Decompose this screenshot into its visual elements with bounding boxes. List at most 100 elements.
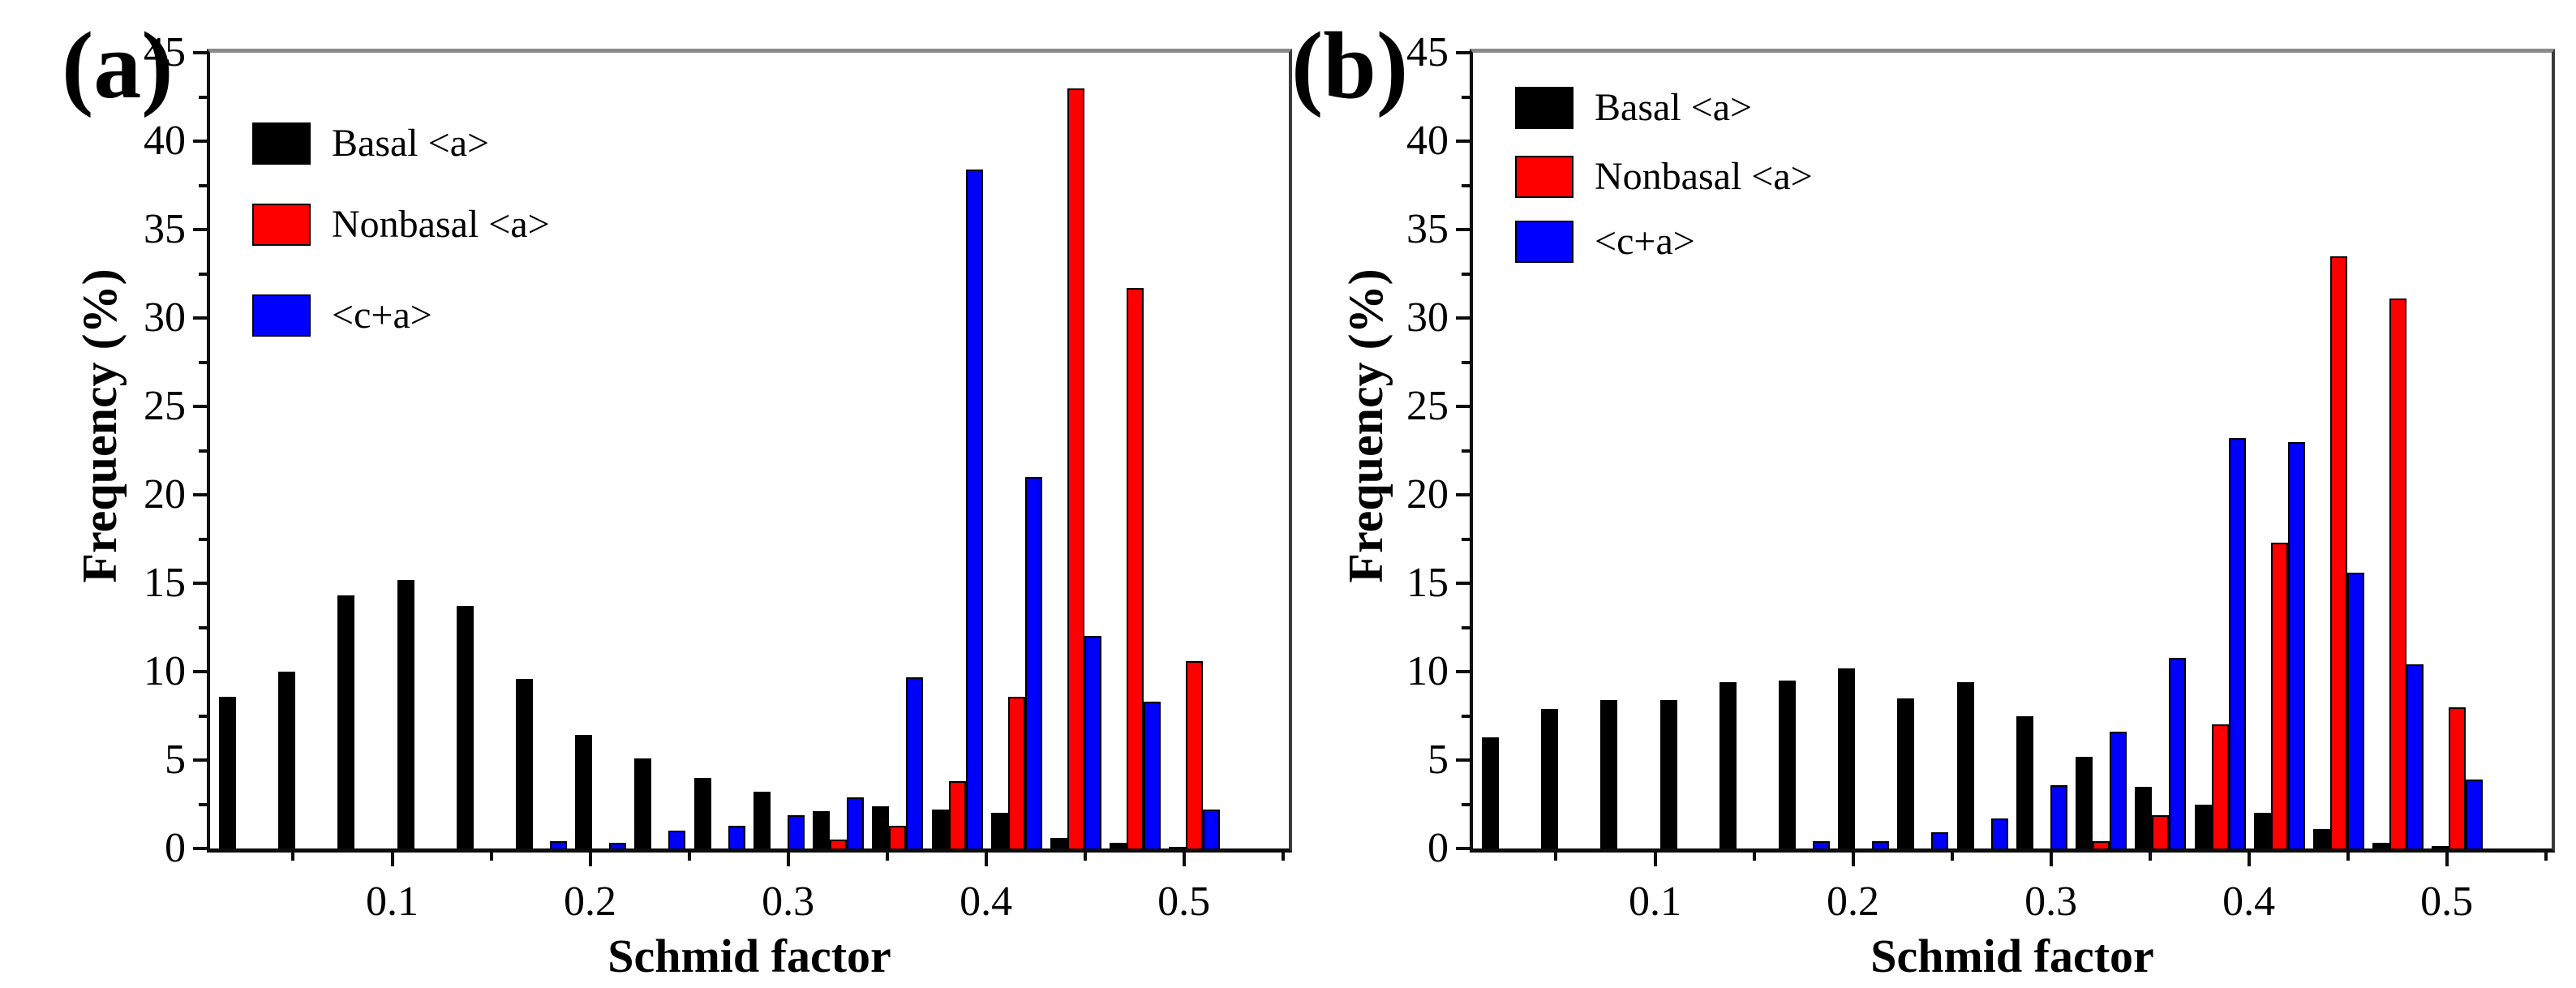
legend-item: Basal <a> [252, 122, 489, 165]
bar-basal-a- [1482, 737, 1499, 848]
bar-basal-a- [932, 810, 949, 848]
x-major-tick [1851, 853, 1855, 866]
bar-basal-a- [1050, 837, 1067, 848]
bar-nonbasal-a- [2389, 299, 2406, 848]
bar--c-a- [1144, 702, 1161, 848]
panel-a-plot-area: 0 5 10 15 20 25 30 35 40 45 0.1 0.2 0.3 0.4 0.5 Basal <… [144, 30, 1292, 924]
x-major-tick [390, 853, 394, 866]
panel-b-x-axis-title: Schmid factor [1870, 930, 2154, 982]
y-tick-label: 0 [1428, 825, 1449, 871]
bar-nonbasal-a- [2449, 707, 2466, 848]
y-tick-label: 25 [1406, 383, 1449, 429]
y-tick-label: 5 [1428, 737, 1449, 783]
y-minor-tick [199, 272, 207, 276]
bar--c-a- [1203, 810, 1220, 848]
y-tick-label: 10 [1406, 648, 1449, 694]
y-minor-tick [1462, 625, 1470, 629]
legend-swatch-basal [1515, 87, 1574, 129]
legend-swatch-nonbasal [252, 204, 311, 246]
legend-item: Nonbasal <a> [1515, 156, 1813, 198]
bar-basal-a- [1169, 846, 1186, 848]
y-minor-tick [1462, 272, 1470, 276]
bar--c-a- [2347, 572, 2364, 848]
y-minor-tick [199, 537, 207, 541]
y-minor-tick [1462, 714, 1470, 718]
x-minor-tick [1554, 853, 1558, 861]
bar--c-a- [1084, 636, 1101, 848]
bar-nonbasal-a- [949, 781, 966, 848]
x-major-tick [1653, 853, 1657, 866]
y-major-tick [193, 758, 207, 762]
bar-basal-a- [1660, 699, 1677, 848]
bar-basal-a- [813, 811, 830, 848]
legend-item: <c+a> [252, 294, 432, 337]
legend-label: Basal <a> [332, 122, 490, 165]
x-tick-label: 0.5 [1157, 878, 1211, 925]
bar-basal-a- [516, 678, 533, 848]
bar-basal-a- [2432, 845, 2449, 848]
bar-basal-a- [575, 735, 592, 848]
x-major-tick [1182, 853, 1186, 866]
y-major-tick [193, 51, 207, 54]
bar-basal-a- [1957, 682, 1974, 848]
y-tick-label: 0 [165, 825, 186, 871]
bar--c-a- [2288, 441, 2305, 848]
bar-nonbasal-a- [1186, 660, 1203, 848]
x-tick-label: 0.3 [2024, 878, 2078, 925]
bar-basal-a- [1838, 668, 1855, 848]
y-minor-tick [199, 802, 207, 806]
bar-nonbasal-a- [889, 825, 906, 848]
y-minor-tick [1462, 449, 1470, 453]
bar--c-a- [2110, 732, 2127, 848]
panel-a-label: (a) [62, 12, 174, 118]
bar-nonbasal-a- [2330, 256, 2347, 848]
y-minor-tick [1462, 360, 1470, 364]
bar--c-a- [2466, 779, 2483, 848]
y-tick-label: 35 [1406, 206, 1449, 252]
bar-basal-a- [991, 813, 1008, 848]
bar-basal-a- [2372, 843, 2389, 848]
x-minor-tick [1083, 853, 1087, 861]
y-tick-label: 20 [144, 471, 186, 518]
bar--c-a- [2229, 438, 2246, 848]
x-major-tick [588, 853, 592, 866]
bar--c-a- [1991, 818, 2008, 848]
bar-basal-a- [872, 805, 889, 848]
bar-basal-a- [2016, 715, 2033, 848]
legend-swatch-nonbasal [1515, 156, 1574, 198]
x-minor-tick [2544, 853, 2548, 861]
y-minor-tick [1462, 802, 1470, 806]
bar-basal-a- [457, 606, 474, 848]
y-major-tick [193, 140, 207, 143]
y-minor-tick [199, 714, 207, 718]
bar-nonbasal-a- [1067, 88, 1084, 848]
bar-nonbasal-a- [2093, 841, 2110, 848]
x-tick-label: 0.2 [1827, 878, 1880, 925]
bar--c-a- [550, 841, 567, 848]
bar-nonbasal-a- [2271, 542, 2288, 848]
panel-b-label: (b) [1291, 12, 1409, 118]
bar-basal-a- [219, 696, 236, 848]
bar--c-a- [966, 169, 983, 848]
y-major-tick [1456, 670, 1470, 673]
bar-basal-a- [634, 758, 651, 848]
legend-swatch-c-plus-a [252, 294, 311, 337]
x-tick-label: 0.4 [960, 878, 1013, 925]
y-minor-tick [1462, 183, 1470, 187]
bar-basal-a- [1110, 843, 1127, 848]
bar-basal-a- [2254, 813, 2271, 848]
bar--c-a- [2050, 784, 2067, 848]
y-major-tick [193, 582, 207, 585]
x-minor-tick [1950, 853, 1954, 861]
y-major-tick [1456, 405, 1470, 408]
y-tick-label: 40 [1406, 118, 1449, 164]
y-tick-label: 15 [1406, 560, 1449, 606]
legend-label: Nonbasal <a> [332, 203, 550, 246]
bar-nonbasal-a- [2212, 724, 2229, 848]
y-tick-label: 45 [144, 29, 186, 75]
bar-basal-a- [1779, 680, 1796, 848]
y-major-tick [1456, 493, 1470, 496]
x-major-tick [2049, 853, 2053, 866]
y-major-tick [193, 405, 207, 408]
